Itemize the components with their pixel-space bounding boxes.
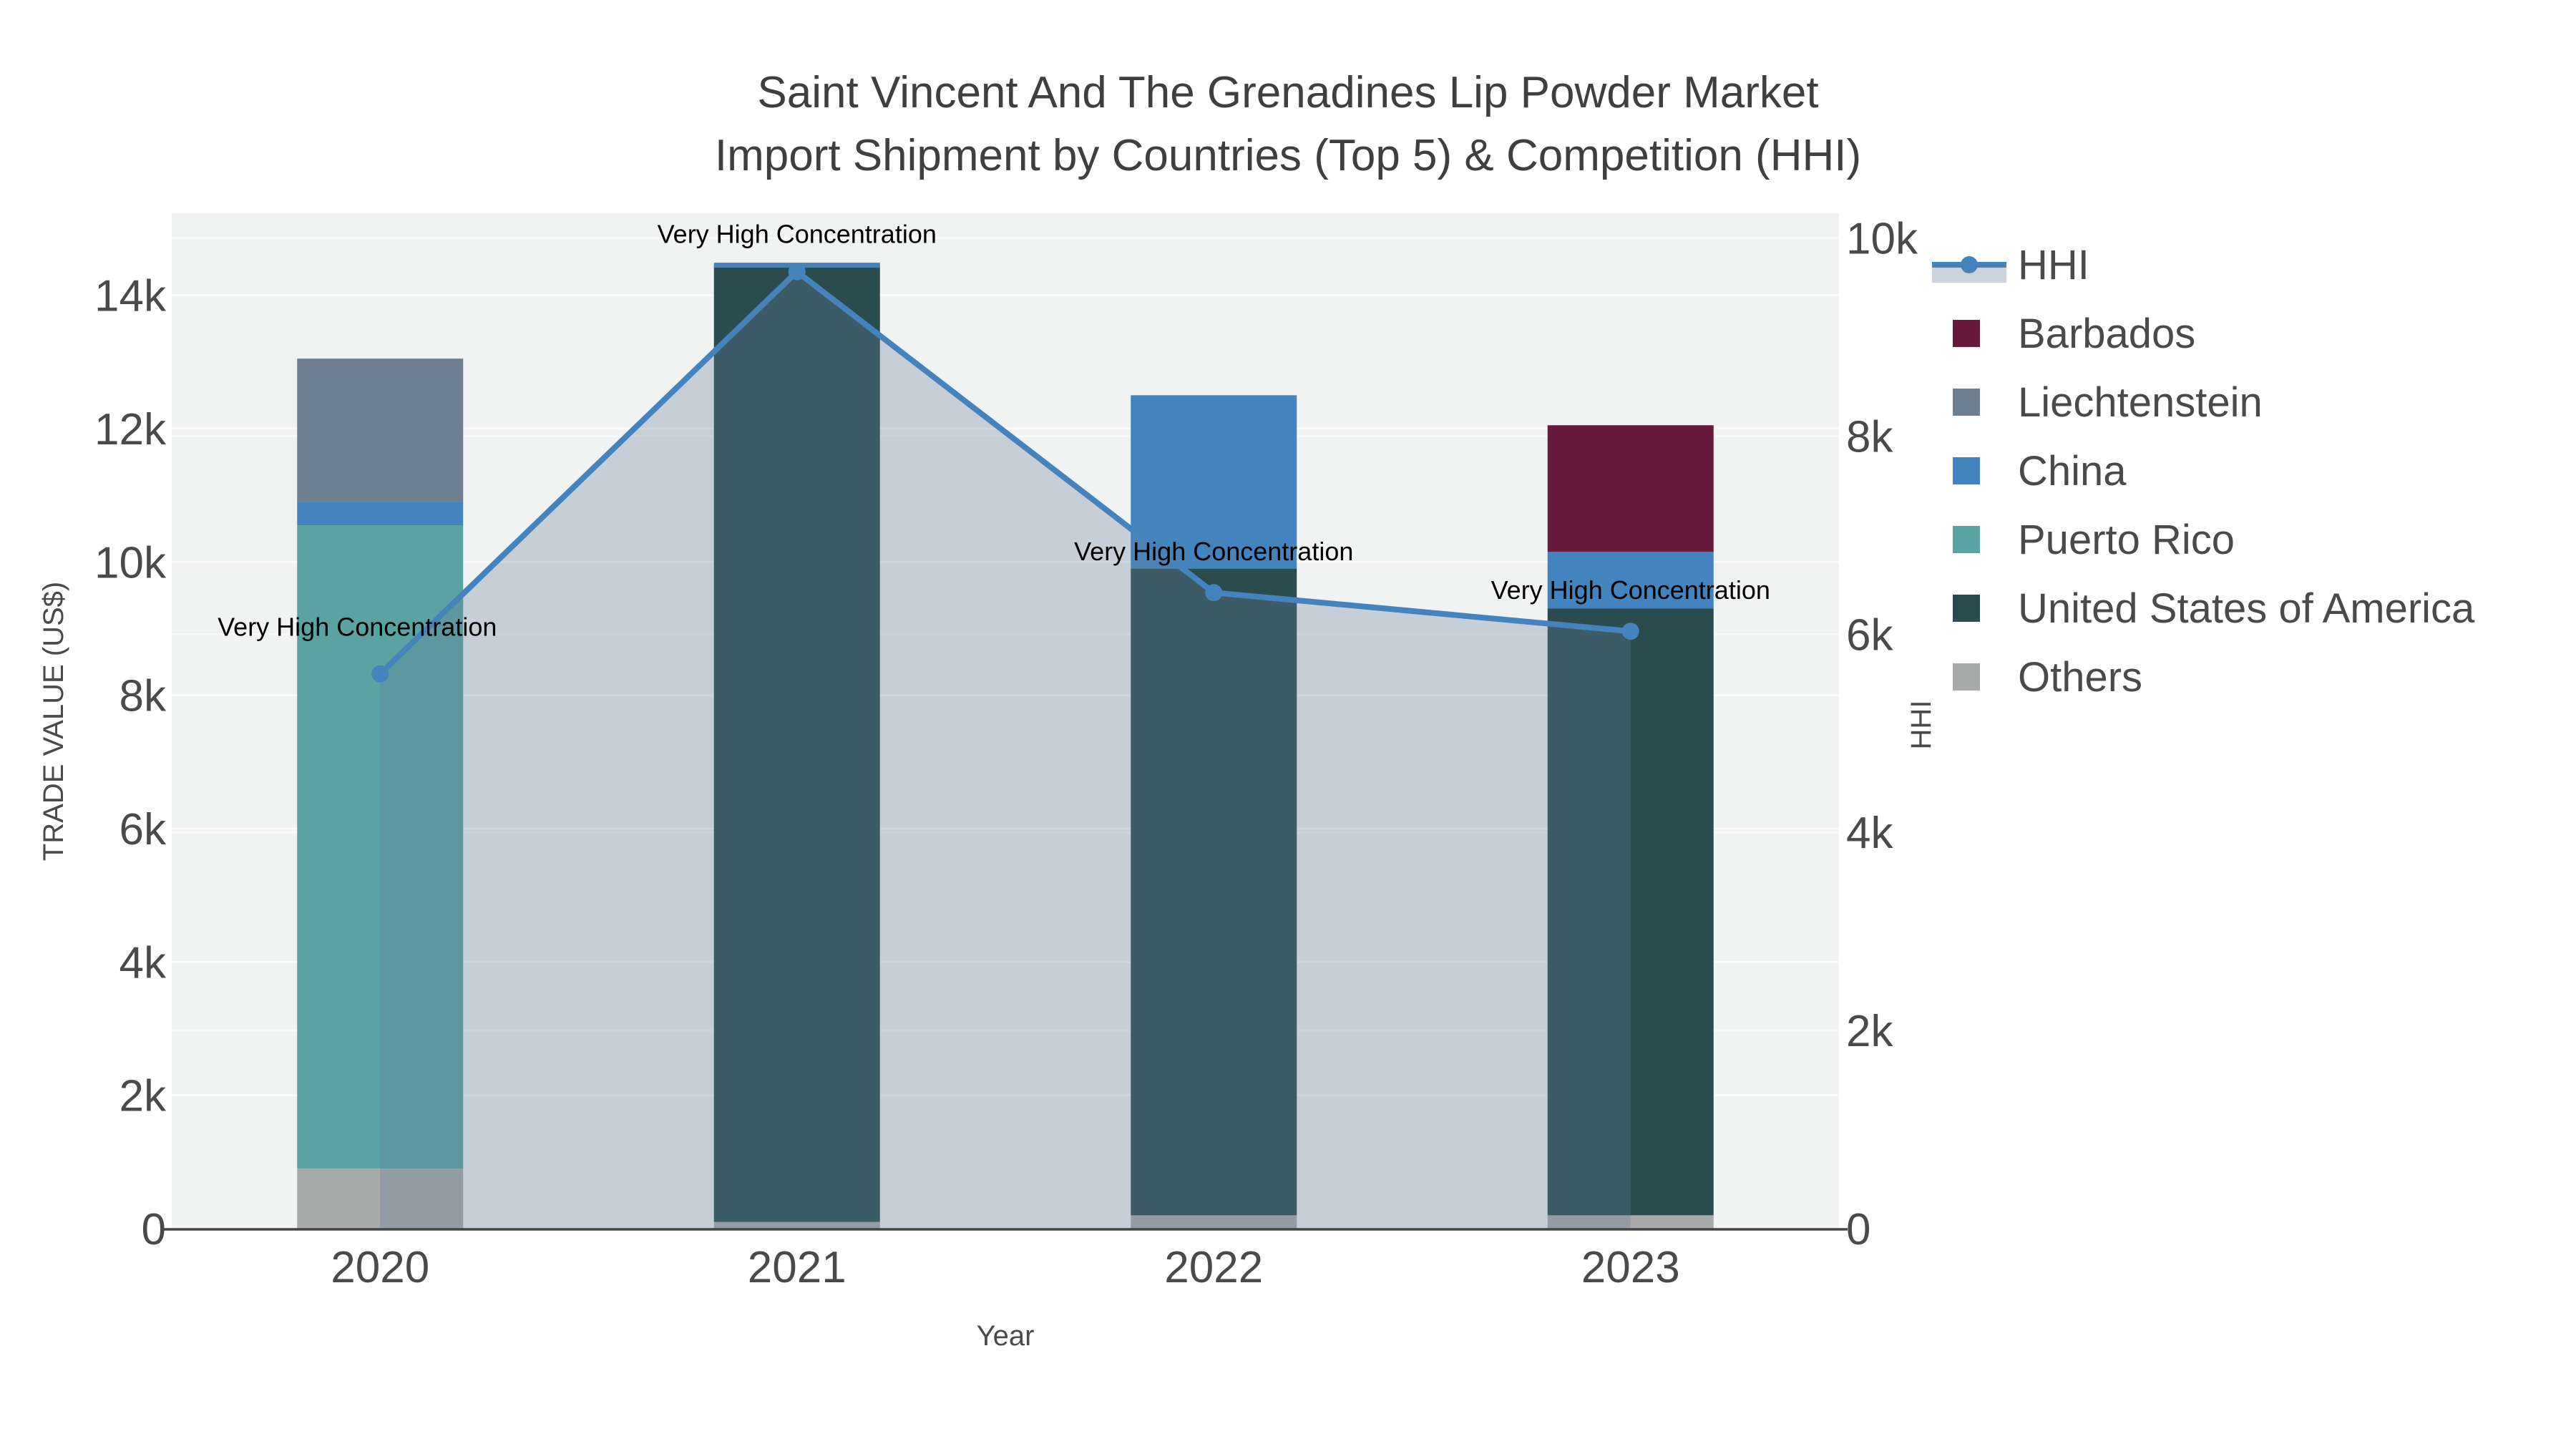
bar-segment-liechtenstein-2020[interactable] — [297, 358, 464, 502]
y-right-tick-0: 0 — [1846, 1205, 1870, 1254]
x-tick-2022: 2022 — [1164, 1243, 1263, 1292]
annotation-2021: Very High Concentration — [658, 220, 937, 249]
legend-item-china[interactable]: China — [1953, 448, 2127, 494]
legend-swatch-others — [1953, 663, 1980, 691]
hhi-marker-2023[interactable] — [1621, 623, 1639, 640]
bar-segment-united-states-of-america-2022[interactable] — [1131, 568, 1297, 1216]
bar-segment-china-2023[interactable] — [1547, 552, 1714, 609]
legend-hhi-marker-icon — [1961, 256, 1978, 273]
annotation-2022: Very High Concentration — [1074, 537, 1353, 566]
y-right-tick-10k: 10k — [1846, 215, 1918, 264]
legend-item-hhi[interactable]: HHI — [1932, 242, 2089, 288]
legend-label-puerto-rico: Puerto Rico — [2018, 517, 2235, 563]
legend-swatch-barbados — [1953, 320, 1980, 347]
x-tick-2020: 2020 — [331, 1243, 429, 1292]
legend-item-united-states-of-america[interactable]: United States of America — [1953, 585, 2475, 632]
x-tick-2023: 2023 — [1581, 1243, 1680, 1292]
y-left-axis-title: TRADE VALUE (US$) — [38, 582, 69, 861]
y-left-tick-8k: 8k — [119, 672, 167, 721]
legend-item-others[interactable]: Others — [1953, 654, 2142, 701]
bar-segment-others-2023[interactable] — [1547, 1215, 1714, 1229]
annotation-2023: Very High Concentration — [1491, 575, 1770, 605]
hhi-marker-2020[interactable] — [371, 665, 389, 683]
x-axis-title: Year — [977, 1320, 1035, 1352]
legend-item-puerto-rico[interactable]: Puerto Rico — [1953, 517, 2235, 563]
legend: HHI Barbados Liechtenstein China Puerto Rico… — [1932, 242, 2475, 701]
bar-segment-united-states-of-america-2021[interactable] — [713, 265, 880, 1222]
legend-label-hhi: HHI — [2018, 242, 2089, 288]
bar-segment-china-2022[interactable] — [1131, 395, 1297, 569]
y-left-tick-6k: 6k — [119, 805, 167, 854]
bar-segment-others-2020[interactable] — [297, 1169, 464, 1229]
legend-label-barbados: Barbados — [2018, 311, 2195, 357]
legend-swatch-united-states-of-america — [1953, 595, 1980, 622]
hhi-line[interactable] — [377, 268, 1634, 677]
x-tick-2021: 2021 — [748, 1243, 847, 1292]
hhi-area-fill — [380, 271, 1631, 1229]
legend-swatch-liechtenstein — [1953, 389, 1980, 416]
y-left-tick-12k: 12k — [94, 405, 167, 454]
legend-label-united-states-of-america: United States of America — [2018, 585, 2475, 632]
hhi-marker-2021[interactable] — [788, 263, 806, 280]
y-right-tick-4k: 4k — [1846, 809, 1893, 858]
y-left-tick-10k: 10k — [94, 538, 167, 587]
chart-title-line2: Import Shipment by Countries (Top 5) & C… — [715, 131, 1861, 180]
bar-segment-others-2021[interactable] — [713, 1221, 880, 1229]
legend-label-liechtenstein: Liechtenstein — [2018, 379, 2263, 426]
legend-item-barbados[interactable]: Barbados — [1953, 311, 2195, 357]
legend-swatch-puerto-rico — [1953, 526, 1980, 553]
y-right-axis-title: HHI — [1906, 701, 1937, 750]
y-left-tick-14k: 14k — [94, 272, 167, 321]
y-left-tick-4k: 4k — [119, 938, 167, 987]
legend-swatch-china — [1953, 457, 1980, 484]
bar-segment-barbados-2023[interactable] — [1547, 425, 1714, 552]
bar-segment-puerto-rico-2020[interactable] — [297, 525, 464, 1169]
y-right-tick-2k: 2k — [1846, 1007, 1893, 1056]
y-right-tick-6k: 6k — [1846, 610, 1893, 660]
annotation-2020: Very High Concentration — [218, 613, 497, 642]
legend-label-others: Others — [2018, 654, 2142, 701]
bar-segment-china-2020[interactable] — [297, 502, 464, 526]
y-right-tick-8k: 8k — [1846, 412, 1893, 462]
hhi-marker-2022[interactable] — [1205, 584, 1223, 602]
legend-label-china: China — [2018, 448, 2127, 494]
bar-segment-others-2022[interactable] — [1131, 1215, 1297, 1229]
chart-title-line1: Saint Vincent And The Grenadines Lip Pow… — [757, 68, 1818, 117]
y-left-tick-0: 0 — [142, 1205, 166, 1254]
bar-segment-united-states-of-america-2023[interactable] — [1547, 608, 1714, 1216]
y-left-tick-2k: 2k — [119, 1072, 167, 1121]
legend-item-liechtenstein[interactable]: Liechtenstein — [1953, 379, 2263, 426]
